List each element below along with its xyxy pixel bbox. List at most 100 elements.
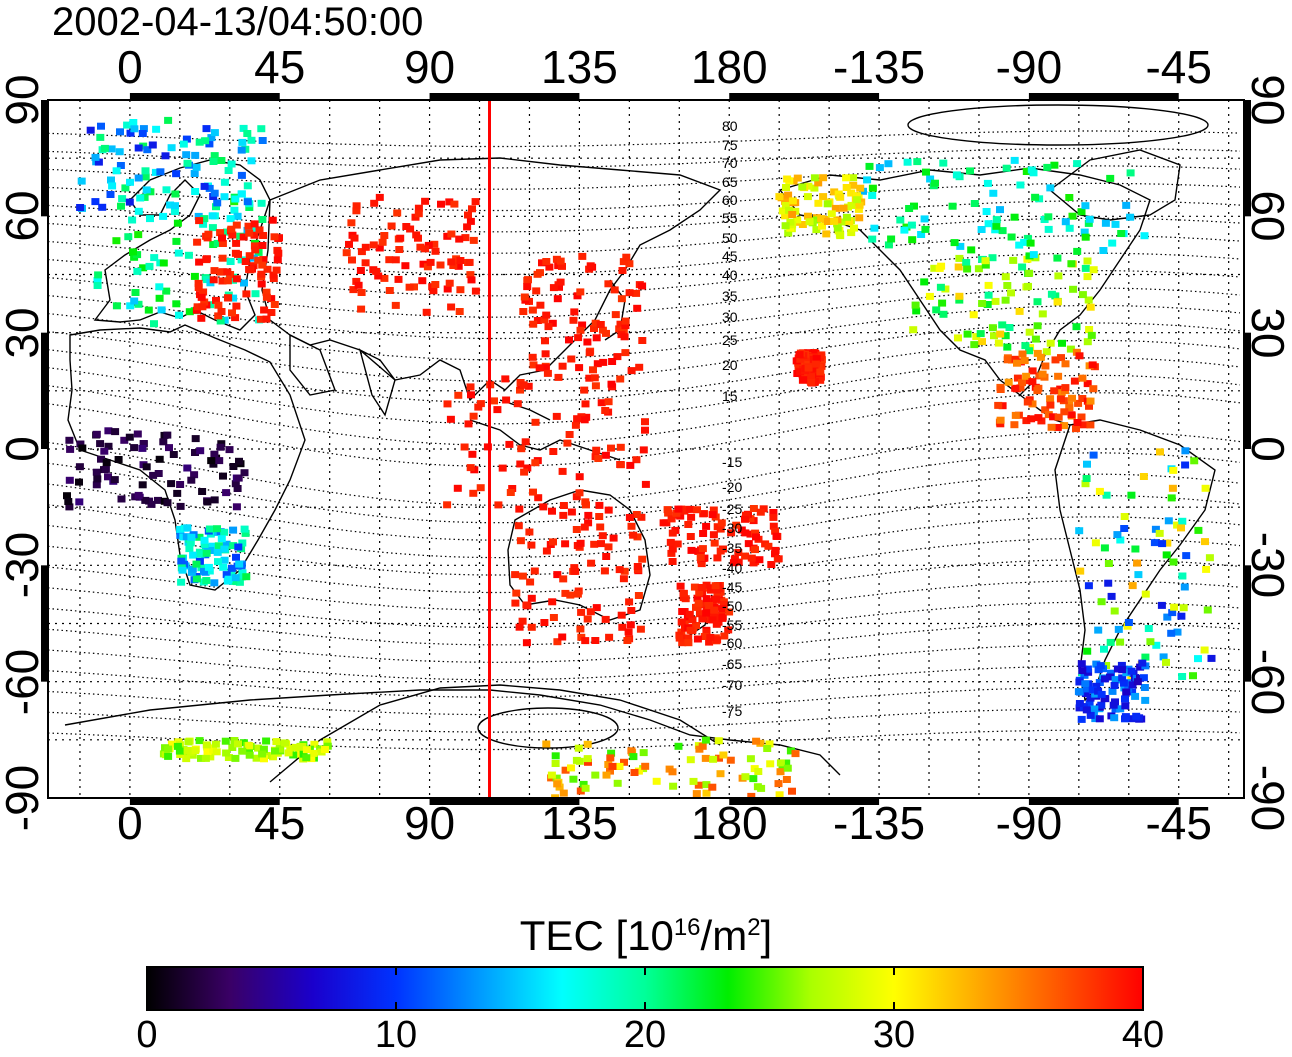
tec-pixel — [863, 176, 872, 184]
tec-pixel — [1138, 659, 1147, 667]
tec-pixel — [713, 523, 722, 531]
tec-pixel — [208, 212, 217, 220]
tec-pixel — [1078, 667, 1087, 675]
tec-pixel — [1013, 374, 1022, 382]
tec-pixel — [576, 326, 585, 334]
tec-pixel — [775, 791, 784, 798]
tec-pixel — [1007, 233, 1016, 241]
tec-pixel — [1024, 282, 1032, 290]
tec-pixel — [1022, 372, 1031, 380]
tec-pixel — [716, 770, 725, 778]
tec-pixel — [632, 456, 641, 464]
tec-pixel — [1010, 421, 1019, 429]
tec-pixel — [1127, 715, 1136, 723]
tec-pixel — [155, 294, 164, 302]
contour-label: -35 — [722, 540, 742, 556]
tec-pixel — [1178, 572, 1187, 580]
tec-pixel — [1113, 665, 1122, 673]
tec-pixel — [202, 577, 211, 584]
tec-pixel — [213, 239, 222, 247]
tec-pixel — [521, 438, 530, 446]
tec-pixel — [1158, 540, 1167, 548]
tec-pixel — [423, 263, 432, 271]
tec-pixel — [1075, 352, 1084, 360]
tec-pixel — [702, 609, 711, 617]
tec-pixel — [1033, 298, 1042, 306]
tec-pixel — [262, 315, 271, 323]
tec-pixel — [823, 200, 832, 208]
tec-pixel — [1146, 638, 1155, 646]
tec-pixel — [186, 539, 195, 547]
tec-pixel — [121, 184, 130, 192]
tec-pixel — [347, 219, 356, 227]
tec-pixel — [710, 606, 719, 614]
tec-pixel — [1034, 414, 1043, 422]
tec-pixel — [598, 532, 607, 540]
tec-pixel — [501, 375, 510, 383]
tec-pixel — [815, 373, 823, 381]
right-latitude-tick: 30 — [1242, 307, 1292, 359]
timestamp-title: 2002-04-13/04:50:00 — [52, 0, 424, 44]
tec-pixel — [1107, 669, 1115, 677]
tec-pixel — [1028, 367, 1037, 375]
tec-pixel — [271, 747, 279, 755]
magnetic-contour — [48, 392, 1241, 467]
tec-pixel — [556, 257, 565, 265]
tec-pixel — [576, 288, 585, 296]
tec-pixel — [678, 608, 687, 615]
tec-pixel — [1046, 401, 1055, 409]
contour-label: -50 — [722, 598, 742, 614]
tec-pixel — [531, 459, 540, 467]
tec-pixel — [141, 167, 150, 175]
tec-pixel — [101, 465, 110, 473]
tec-pixel — [469, 236, 478, 244]
tec-pixel — [162, 287, 171, 295]
tec-pixel — [970, 200, 979, 207]
tec-pixel — [567, 355, 576, 363]
tec-pixel — [387, 222, 396, 230]
tec-pixel — [1011, 411, 1020, 419]
tec-pixel — [950, 239, 959, 247]
tec-pixel — [616, 443, 625, 451]
tec-pixel — [939, 310, 948, 318]
tec-pixel — [234, 543, 243, 551]
tec-pixel — [286, 744, 295, 752]
tec-pixel — [977, 226, 986, 233]
tec-pixel — [155, 283, 164, 291]
tec-pixel — [1025, 347, 1034, 355]
tec-pixel — [270, 233, 279, 241]
tec-pixel — [518, 572, 527, 580]
tec-pixel — [1108, 687, 1117, 695]
tec-pixel — [237, 256, 246, 264]
tec-pixel — [224, 294, 232, 302]
tec-pixel — [1082, 475, 1091, 482]
tec-pixel — [566, 591, 575, 599]
tec-pixel — [258, 242, 267, 249]
tec-pixel — [349, 286, 358, 294]
tec-pixel — [218, 254, 227, 262]
tec-pixel — [1086, 711, 1095, 719]
tec-pixel — [218, 234, 226, 242]
tec-pixel — [414, 204, 423, 212]
tec-pixel — [708, 616, 717, 624]
tec-pixel — [526, 578, 535, 586]
tec-pixel — [634, 592, 643, 599]
tec-pixel — [449, 262, 458, 269]
tec-pixel — [984, 220, 993, 228]
tec-pixel — [988, 324, 997, 332]
tec-pixel — [734, 549, 743, 556]
tec-pixel — [221, 737, 230, 745]
tec-pixel — [673, 540, 682, 548]
tec-pixel — [1010, 213, 1019, 221]
tec-pixel — [172, 237, 181, 245]
tec-pixel — [559, 502, 568, 509]
tec-pixel — [112, 237, 121, 245]
tec-pixel — [1091, 539, 1100, 547]
tec-pixel — [250, 242, 259, 250]
tec-pixel — [1026, 239, 1035, 247]
tec-pixel — [689, 777, 698, 785]
tec-pixel — [199, 288, 208, 296]
tec-pixel — [136, 194, 145, 202]
tec-pixel — [615, 566, 624, 574]
tec-pixel — [814, 179, 823, 187]
